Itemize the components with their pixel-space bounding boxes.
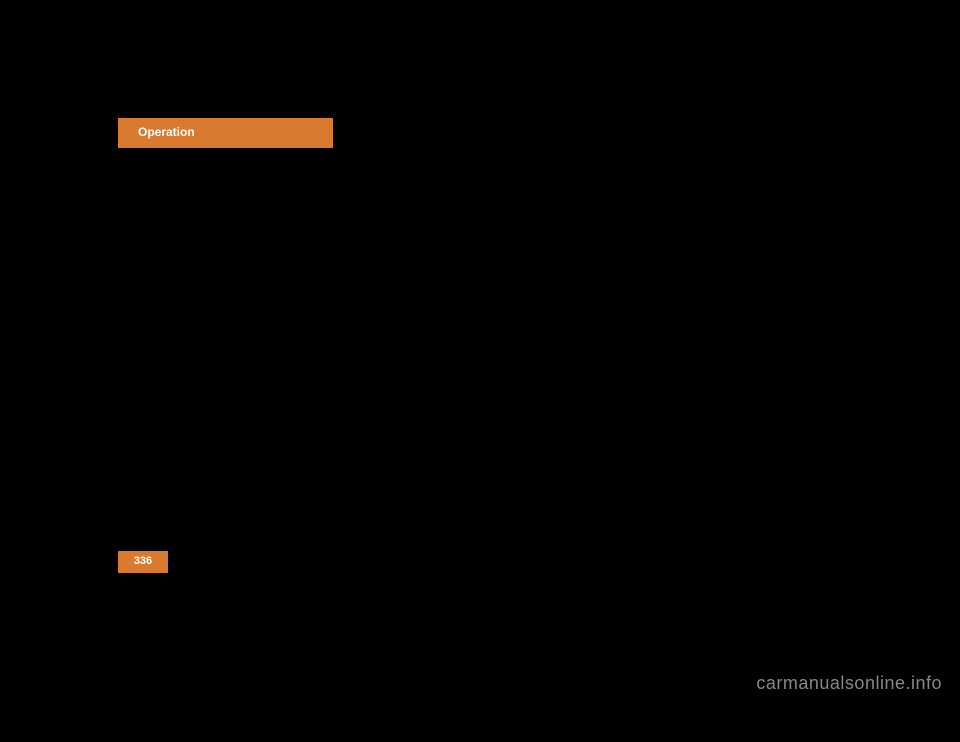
section-title: Operation [138, 125, 195, 139]
watermark-text: carmanualsonline.info [756, 673, 942, 694]
section-header: Operation [118, 118, 333, 148]
page-number-badge: 336 [118, 551, 168, 573]
page-number-text: 336 [134, 555, 152, 567]
